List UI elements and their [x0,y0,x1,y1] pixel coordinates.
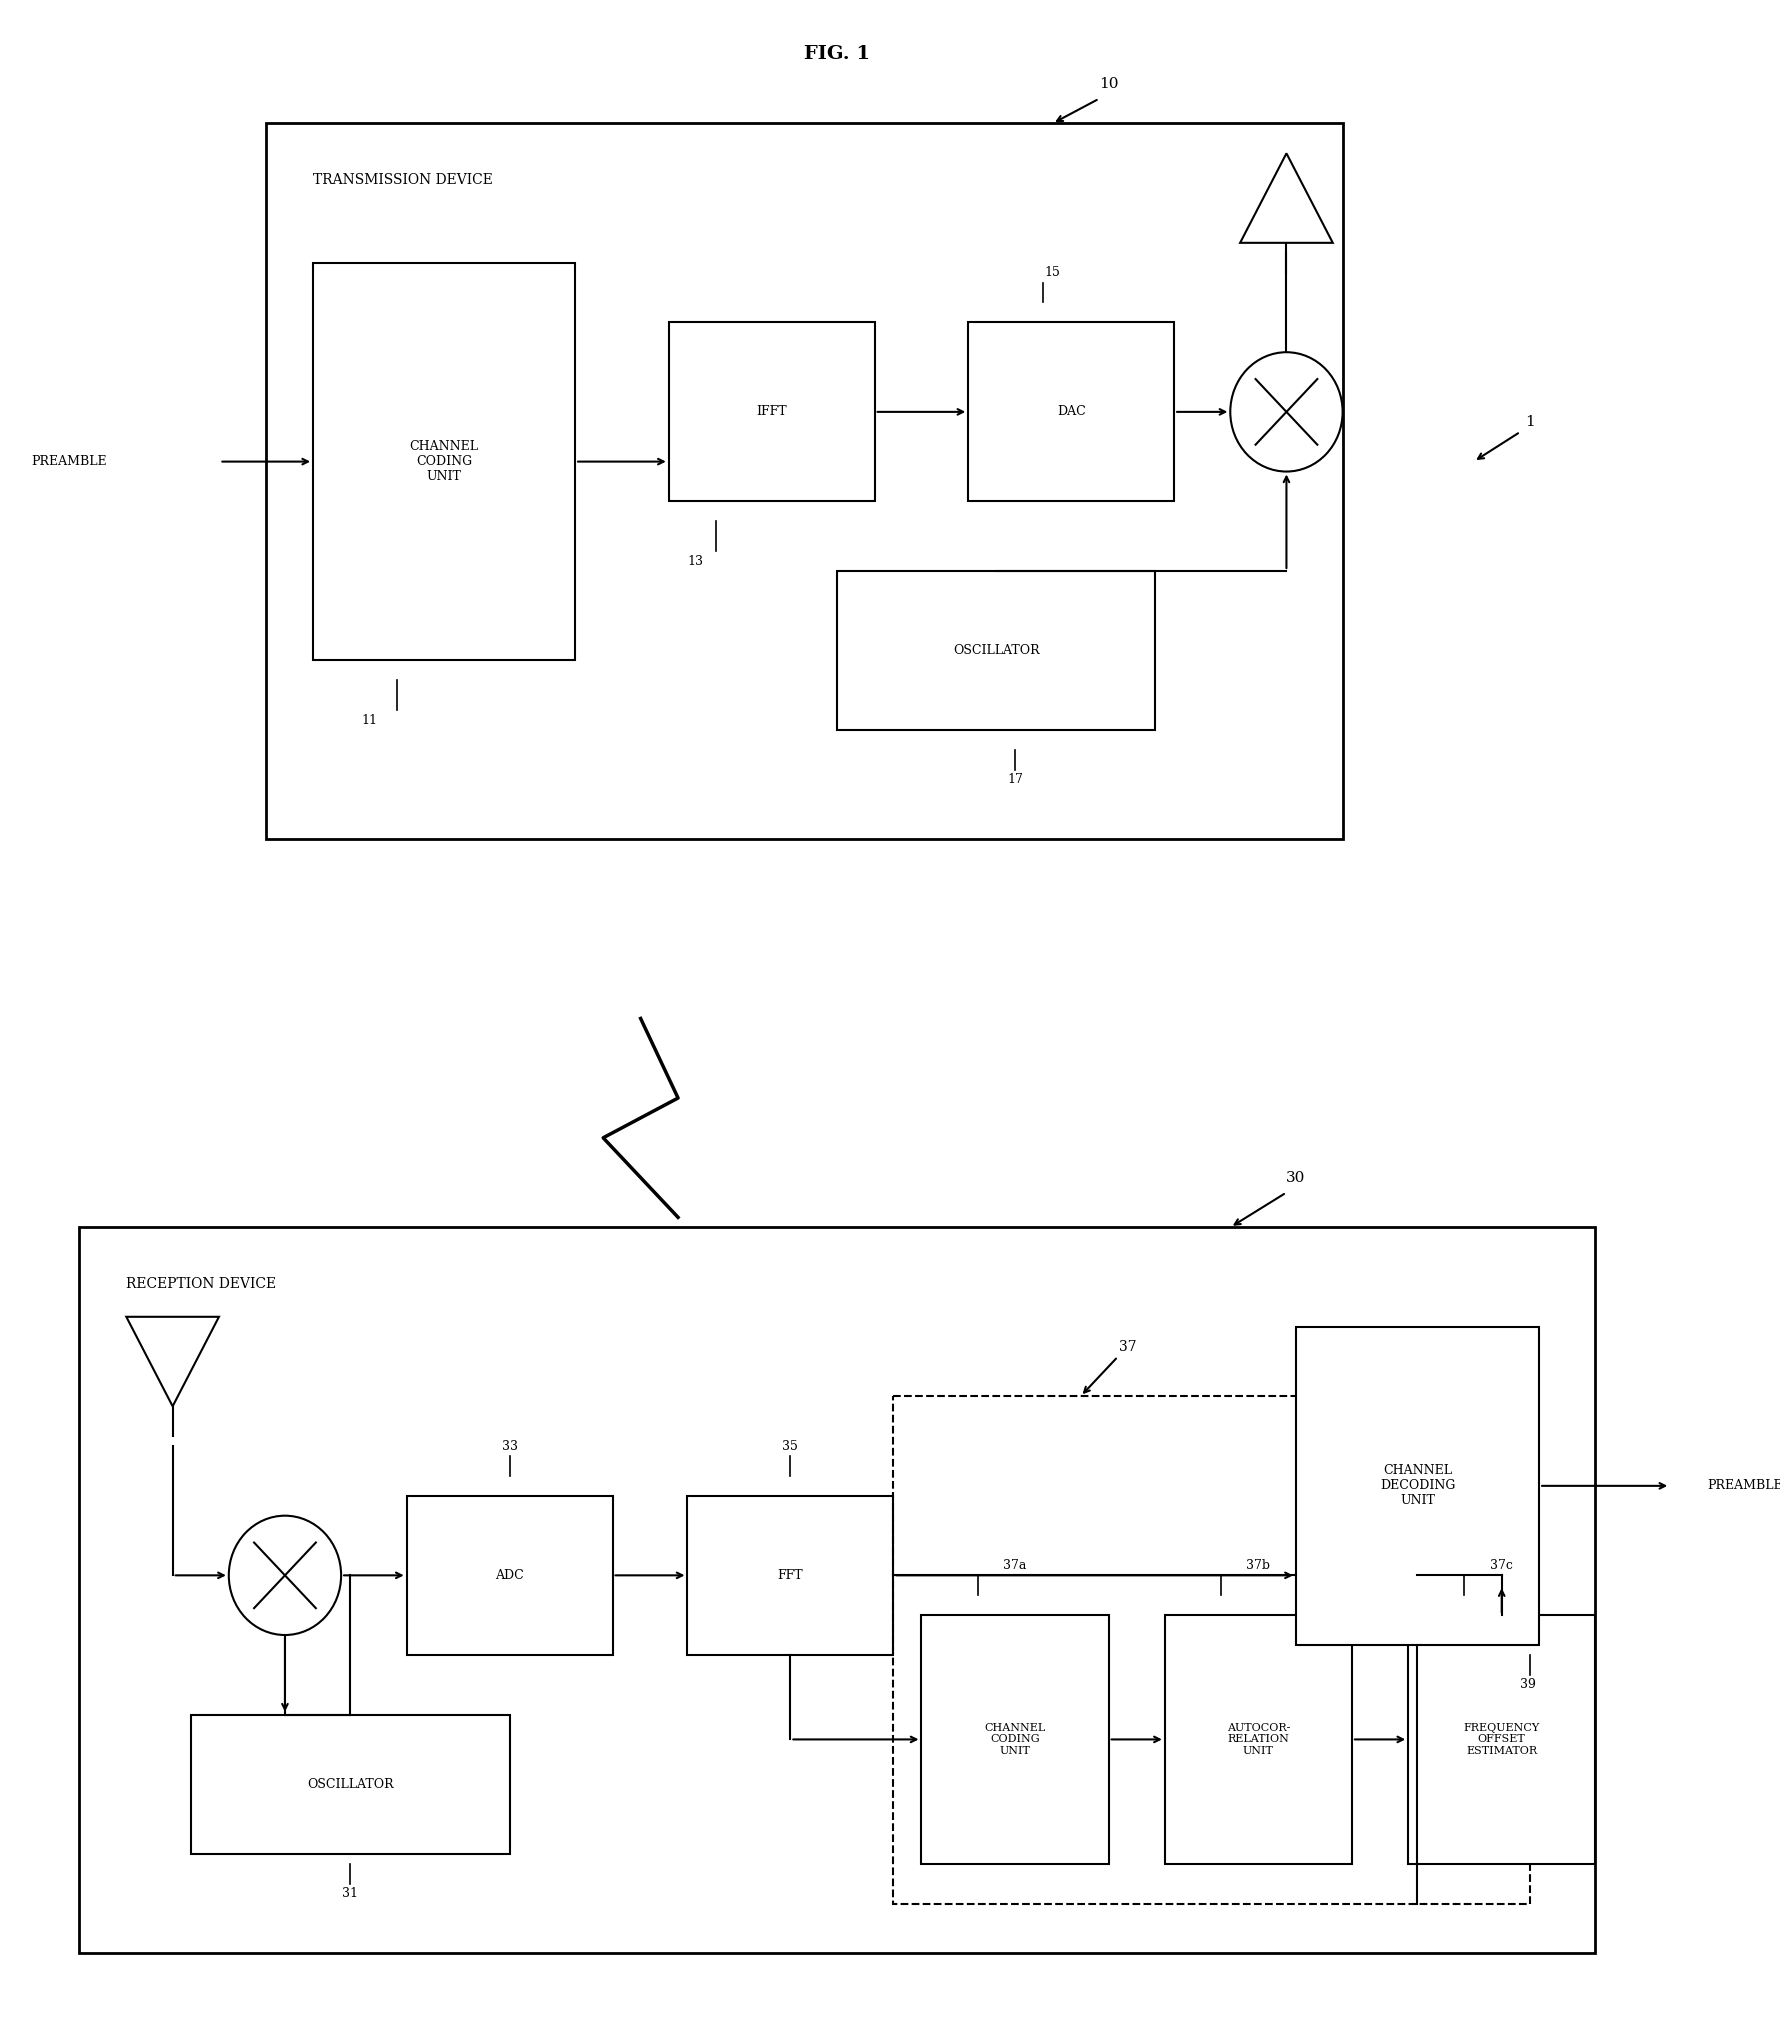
Text: TRANSMISSION DEVICE: TRANSMISSION DEVICE [313,172,493,186]
Bar [313,264,575,661]
Text: 35: 35 [781,1439,797,1453]
Text: 10: 10 [1098,77,1118,91]
Bar [687,1496,894,1654]
Text: 37a: 37a [1002,1559,1025,1571]
Bar [668,322,874,501]
Text: 1: 1 [1524,416,1534,430]
Text: CHANNEL
DECODING
UNIT: CHANNEL DECODING UNIT [1380,1463,1454,1508]
Bar [968,322,1173,501]
Text: PREAMBLE: PREAMBLE [1707,1480,1780,1492]
Bar [265,124,1342,839]
Bar [406,1496,612,1654]
Bar [1408,1616,1595,1863]
Text: 37: 37 [1118,1340,1136,1354]
Text: FFT: FFT [778,1569,803,1581]
Text: PREAMBLE: PREAMBLE [32,456,107,468]
Text: FREQUENCY
OFFSET
ESTIMATOR: FREQUENCY OFFSET ESTIMATOR [1463,1723,1540,1755]
Text: OSCILLATOR: OSCILLATOR [952,645,1040,657]
Text: CHANNEL
CODING
UNIT: CHANNEL CODING UNIT [984,1723,1045,1755]
Text: 15: 15 [1043,266,1059,280]
Text: DAC: DAC [1056,405,1086,418]
Bar [920,1616,1107,1863]
Text: 37c: 37c [1490,1559,1513,1571]
Text: FIG. 1: FIG. 1 [803,45,870,63]
Circle shape [1230,353,1342,472]
Text: 13: 13 [687,555,703,568]
Text: OSCILLATOR: OSCILLATOR [306,1778,393,1790]
Text: AUTOCOR-
RELATION
UNIT: AUTOCOR- RELATION UNIT [1226,1723,1289,1755]
Bar [837,572,1155,730]
Text: 30: 30 [1285,1170,1305,1184]
Bar [894,1397,1529,1903]
Text: 31: 31 [342,1887,358,1899]
Bar [78,1226,1595,1954]
Bar [190,1715,509,1855]
Bar [1164,1616,1351,1863]
Text: CHANNEL
CODING
UNIT: CHANNEL CODING UNIT [409,440,479,482]
Text: 39: 39 [1520,1678,1536,1691]
Text: 11: 11 [361,714,377,726]
Text: IFFT: IFFT [756,405,787,418]
Text: 33: 33 [502,1439,518,1453]
Bar [1296,1328,1538,1646]
Text: 37b: 37b [1246,1559,1269,1571]
Text: 17: 17 [1006,774,1022,786]
Circle shape [228,1516,342,1636]
Text: ADC: ADC [495,1569,523,1581]
Text: RECEPTION DEVICE: RECEPTION DEVICE [126,1277,276,1291]
